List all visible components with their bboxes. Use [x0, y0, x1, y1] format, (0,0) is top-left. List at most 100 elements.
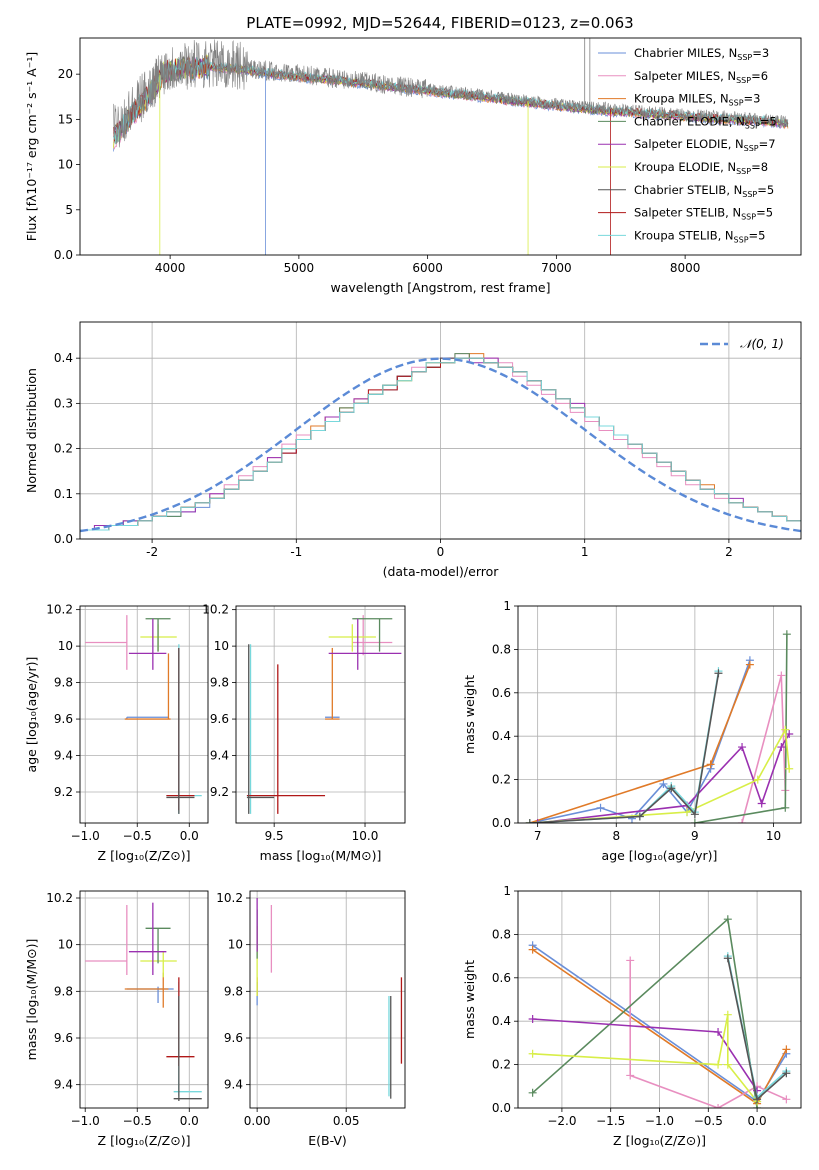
- tick-label-x: 8: [612, 829, 620, 843]
- axes-frame: [79, 37, 802, 256]
- weight-marker: [777, 671, 786, 680]
- tick-label-y: 0.6: [492, 971, 511, 985]
- tick-label-x: 9.5: [265, 829, 284, 843]
- tick-label-x: 10: [766, 829, 781, 843]
- y-axis-label: mass weight: [462, 960, 477, 1039]
- tick-label-y: 10: [58, 158, 73, 172]
- legend-label: Chabrier STELIB, NSSP=5: [634, 183, 774, 199]
- legend-label: Kroupa MILES, NSSP=3: [634, 92, 760, 108]
- tick-label-y: 5: [65, 203, 73, 217]
- legend: 𝒩(0, 1): [700, 337, 784, 351]
- weight-marker: [782, 1095, 791, 1104]
- x-axis-label: mass [log₁₀(M/M⊙)]: [260, 848, 382, 863]
- panel-mass-vs-ebv: 0.00 0.05 9.4 9.6 9.8 10 10.2 E(B-V): [216, 890, 406, 1148]
- tick-label-y: 0.8: [492, 642, 511, 656]
- tick-label-y: 0.4: [492, 1014, 511, 1028]
- weight-marker: [714, 1028, 723, 1037]
- plot-area: [528, 915, 791, 1108]
- tick-label-y: 0.4: [492, 729, 511, 743]
- weight-marker: [683, 808, 692, 817]
- tick-label-y: 9.4: [224, 1078, 243, 1092]
- tick-label-x: 10.0: [352, 829, 379, 843]
- weight-marker: [528, 1049, 537, 1058]
- axes-frame: [235, 605, 406, 824]
- y-axis-label: age [log₁₀(age/yr)]: [24, 657, 39, 773]
- legend: Chabrier MILES, NSSP=3 Salpeter MILES, NS…: [598, 46, 777, 244]
- panel-weight-vs-z: −2.0 −1.5 −1.0 −0.5 0.0 0.0 0.2 0.4 0.6 0.8 1 Z [lo…: [462, 884, 802, 1148]
- weight-marker: [528, 945, 537, 954]
- tick-label-y: 10.2: [46, 603, 73, 617]
- tick-label-x: 9: [691, 829, 699, 843]
- weight-marker: [723, 915, 732, 924]
- weight-marker: [757, 799, 766, 808]
- tick-label-y: 9.2: [210, 785, 229, 799]
- y-axis-label: Flux [fλ10⁻¹⁷ erg cm⁻² s⁻¹ A⁻¹]: [24, 52, 39, 241]
- plot-area: [525, 630, 794, 823]
- x-axis-label: age [log₁₀(age/yr)]: [602, 848, 718, 863]
- weight-marker: [785, 730, 794, 739]
- tick-label-x: −1.0: [645, 1114, 674, 1128]
- plot-area: [85, 902, 202, 1101]
- tick-label-y: 9.8: [54, 984, 73, 998]
- tick-label-y: 0.1: [54, 487, 73, 501]
- tick-label-y: 9.6: [54, 712, 73, 726]
- weight-marker: [626, 956, 635, 965]
- y-axis-label: Normed distribution: [24, 368, 39, 493]
- axes-frame: [517, 890, 802, 1109]
- legend-label: Salpeter ELODIE, NSSP=7: [634, 137, 776, 153]
- panel-weight-vs-age: 7 8 9 10 0.0 0.2 0.4 0.6 0.8 1 age [log₁₀(age/yr)]…: [462, 599, 802, 863]
- plot-area: [85, 615, 202, 814]
- tick-label-y: 9.8: [224, 984, 243, 998]
- tick-label-y: 0.4: [54, 351, 73, 365]
- tick-label-x: −0.5: [694, 1114, 723, 1128]
- tick-label-y: 0.2: [54, 442, 73, 456]
- tick-label-y: 9.6: [54, 1031, 73, 1045]
- weight-marker: [781, 803, 790, 812]
- tick-label-x: 7: [534, 829, 542, 843]
- tick-label-y: 15: [58, 112, 73, 126]
- tick-label-y: 9.6: [210, 712, 229, 726]
- panel-residuals: -2 -1 0 1 2 0.0 0.1 0.2 0.3 0.4 (data-model)/error…: [24, 321, 802, 579]
- weight-marker: [528, 1015, 537, 1024]
- tick-label-y: 9.6: [224, 1031, 243, 1045]
- tick-label-x: 0: [437, 545, 445, 559]
- weight-marker: [782, 630, 791, 639]
- weight-marker: [738, 743, 747, 752]
- weight-marker: [777, 743, 786, 752]
- weight-marker: [659, 779, 668, 788]
- tick-label-x: −1.0: [71, 829, 100, 843]
- tick-label-y: 10: [58, 639, 73, 653]
- normal-curve: [80, 357, 801, 533]
- weight-line: [537, 733, 790, 823]
- tick-label-x: −1.0: [71, 1114, 100, 1128]
- tick-label-y: 20: [58, 67, 73, 81]
- legend-label: Kroupa ELODIE, NSSP=8: [634, 160, 768, 176]
- tick-label-y: 0.0: [54, 248, 73, 262]
- x-axis-label: E(B-V): [308, 1133, 347, 1148]
- tick-label-y: 0.2: [492, 1058, 511, 1072]
- weight-marker: [781, 725, 790, 734]
- tick-label-y: 10: [214, 639, 229, 653]
- tick-label-y: 1: [503, 599, 511, 613]
- axes-frame: [79, 890, 209, 1109]
- tick-label-x: −1.5: [596, 1114, 625, 1128]
- legend-label: Chabrier MILES, NSSP=3: [634, 46, 769, 62]
- tick-label-x: -1: [290, 545, 302, 559]
- tick-label-x: 0.00: [244, 1114, 271, 1128]
- model-spectrum-line: [113, 57, 789, 145]
- tick-label-x: 0.0: [180, 1114, 199, 1128]
- weight-marker: [745, 660, 754, 669]
- tick-label-y: 9.4: [54, 1078, 73, 1092]
- axes-frame: [79, 605, 209, 824]
- weight-marker: [690, 819, 699, 823]
- weight-marker: [706, 760, 715, 769]
- tick-label-y: 9.8: [210, 676, 229, 690]
- legend-label: Kroupa STELIB, NSSP=5: [634, 228, 765, 244]
- tick-label-x: 2: [725, 545, 733, 559]
- tick-label-y: 10.2: [216, 891, 243, 905]
- tick-label-y: 0.2: [492, 773, 511, 787]
- panel-mass-vs-z: −1.0 −0.5 0.0 9.4 9.6 9.8 10 10.2 Z [log₁₀(Z/Z⊙)…: [24, 890, 209, 1148]
- histogram-kroupa-stelib: [80, 357, 801, 531]
- tick-label-y: 0.6: [492, 686, 511, 700]
